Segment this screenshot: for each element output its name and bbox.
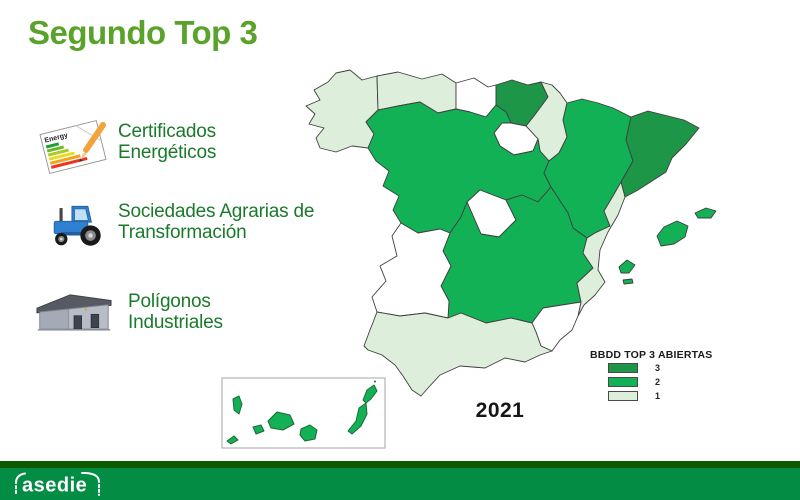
page-title: Segundo Top 3: [28, 14, 258, 51]
region-cataluna: [620, 110, 700, 198]
legend-value: 2: [655, 377, 661, 387]
island-lanzarote: [362, 384, 378, 404]
logo-text: asedie: [22, 475, 87, 497]
footer-stripe: [0, 461, 800, 468]
map-legend: BBDD TOP 3 ABIERTAS 3 2 1: [590, 349, 765, 403]
island-gran-canaria: [299, 424, 318, 442]
island-fuerteventura: [347, 402, 368, 435]
region-galicia: [305, 69, 379, 153]
region-formentera: [622, 278, 634, 285]
legend-row: 2: [590, 375, 765, 389]
island-tenerife: [267, 411, 295, 431]
year-label: 2021: [475, 399, 525, 422]
region-mallorca: [656, 220, 689, 247]
legend-row: 3: [590, 361, 765, 375]
legend-value: 1: [655, 391, 661, 401]
region-menorca: [694, 207, 717, 219]
asedie-logo: asedie: [10, 470, 120, 498]
dataset-label-certificados-energeticos: Certificados Energéticos: [118, 121, 217, 163]
legend-value: 3: [655, 363, 661, 373]
pencil-icon: [83, 122, 106, 153]
legend-swatch-1: [608, 391, 638, 401]
canary-islands-inset: [221, 377, 386, 449]
region-andalucia: [363, 311, 553, 397]
footer-bar: [0, 468, 800, 500]
region-extremadura: [371, 222, 452, 319]
legend-row: 1: [590, 389, 765, 403]
legend-title: BBDD TOP 3 ABIERTAS: [590, 349, 713, 361]
warehouse-icon: [36, 287, 112, 335]
region-comunidad-valenciana: [576, 181, 626, 317]
energy-certificate-icon: Energy: [33, 112, 113, 182]
dataset-label-poligonos-industriales: Polígonos Industriales: [128, 291, 223, 333]
island-la-gomera: [252, 424, 265, 435]
region-ibiza: [618, 259, 636, 274]
dataset-label-sociedades-agrarias: Sociedades Agrarias de Transformación: [118, 201, 315, 243]
legend-swatch-2: [608, 377, 638, 387]
legend-swatch-3: [608, 363, 638, 373]
island-el-hierro: [226, 435, 239, 445]
tractor-icon: [48, 196, 110, 252]
island-la-palma: [232, 395, 243, 415]
